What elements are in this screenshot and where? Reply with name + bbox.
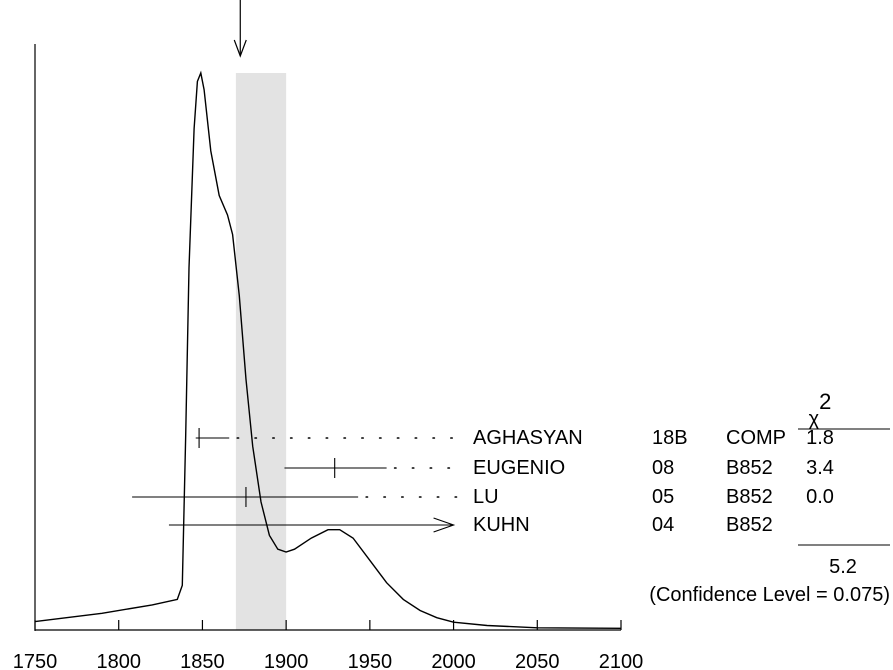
measurement-year: 04 xyxy=(652,514,674,536)
x-tick-label: 1900 xyxy=(264,651,309,670)
measurement-technique: B852 xyxy=(726,514,773,536)
x-tick-label: 1850 xyxy=(180,651,225,670)
error-bar-arrow xyxy=(433,517,456,533)
confidence-level: (Confidence Level = 0.075) xyxy=(649,584,890,606)
measurement-technique: COMP xyxy=(726,427,786,449)
measurement-chi2: 0.0 xyxy=(806,486,834,508)
ideogram-curve xyxy=(34,70,622,629)
measurement-year: 08 xyxy=(652,457,674,479)
measurement-author: KUHN xyxy=(473,514,530,536)
measurement-author: EUGENIO xyxy=(473,457,565,479)
measurement-technique: B852 xyxy=(726,486,773,508)
average-arrow-head xyxy=(233,39,247,58)
x-tick-label: 1800 xyxy=(96,651,141,670)
measurement-chi2: 3.4 xyxy=(806,457,834,479)
measurement-year: 18B xyxy=(652,427,688,449)
x-tick-label: 2000 xyxy=(431,651,476,670)
x-tick-label: 1750 xyxy=(13,651,58,670)
x-tick-label: 1950 xyxy=(348,651,393,670)
measurement-chi2: 1.8 xyxy=(806,427,834,449)
x-tick-label: 2100 xyxy=(599,651,644,670)
chi2-header: χ2 xyxy=(809,389,832,430)
measurement-year: 05 xyxy=(652,486,674,508)
measurement-technique: B852 xyxy=(726,457,773,479)
x-tick-label: 2050 xyxy=(515,651,560,670)
measurement-author: LU xyxy=(473,486,499,508)
chi2-total: 5.2 xyxy=(829,556,857,578)
measurement-author: AGHASYAN xyxy=(473,427,583,449)
